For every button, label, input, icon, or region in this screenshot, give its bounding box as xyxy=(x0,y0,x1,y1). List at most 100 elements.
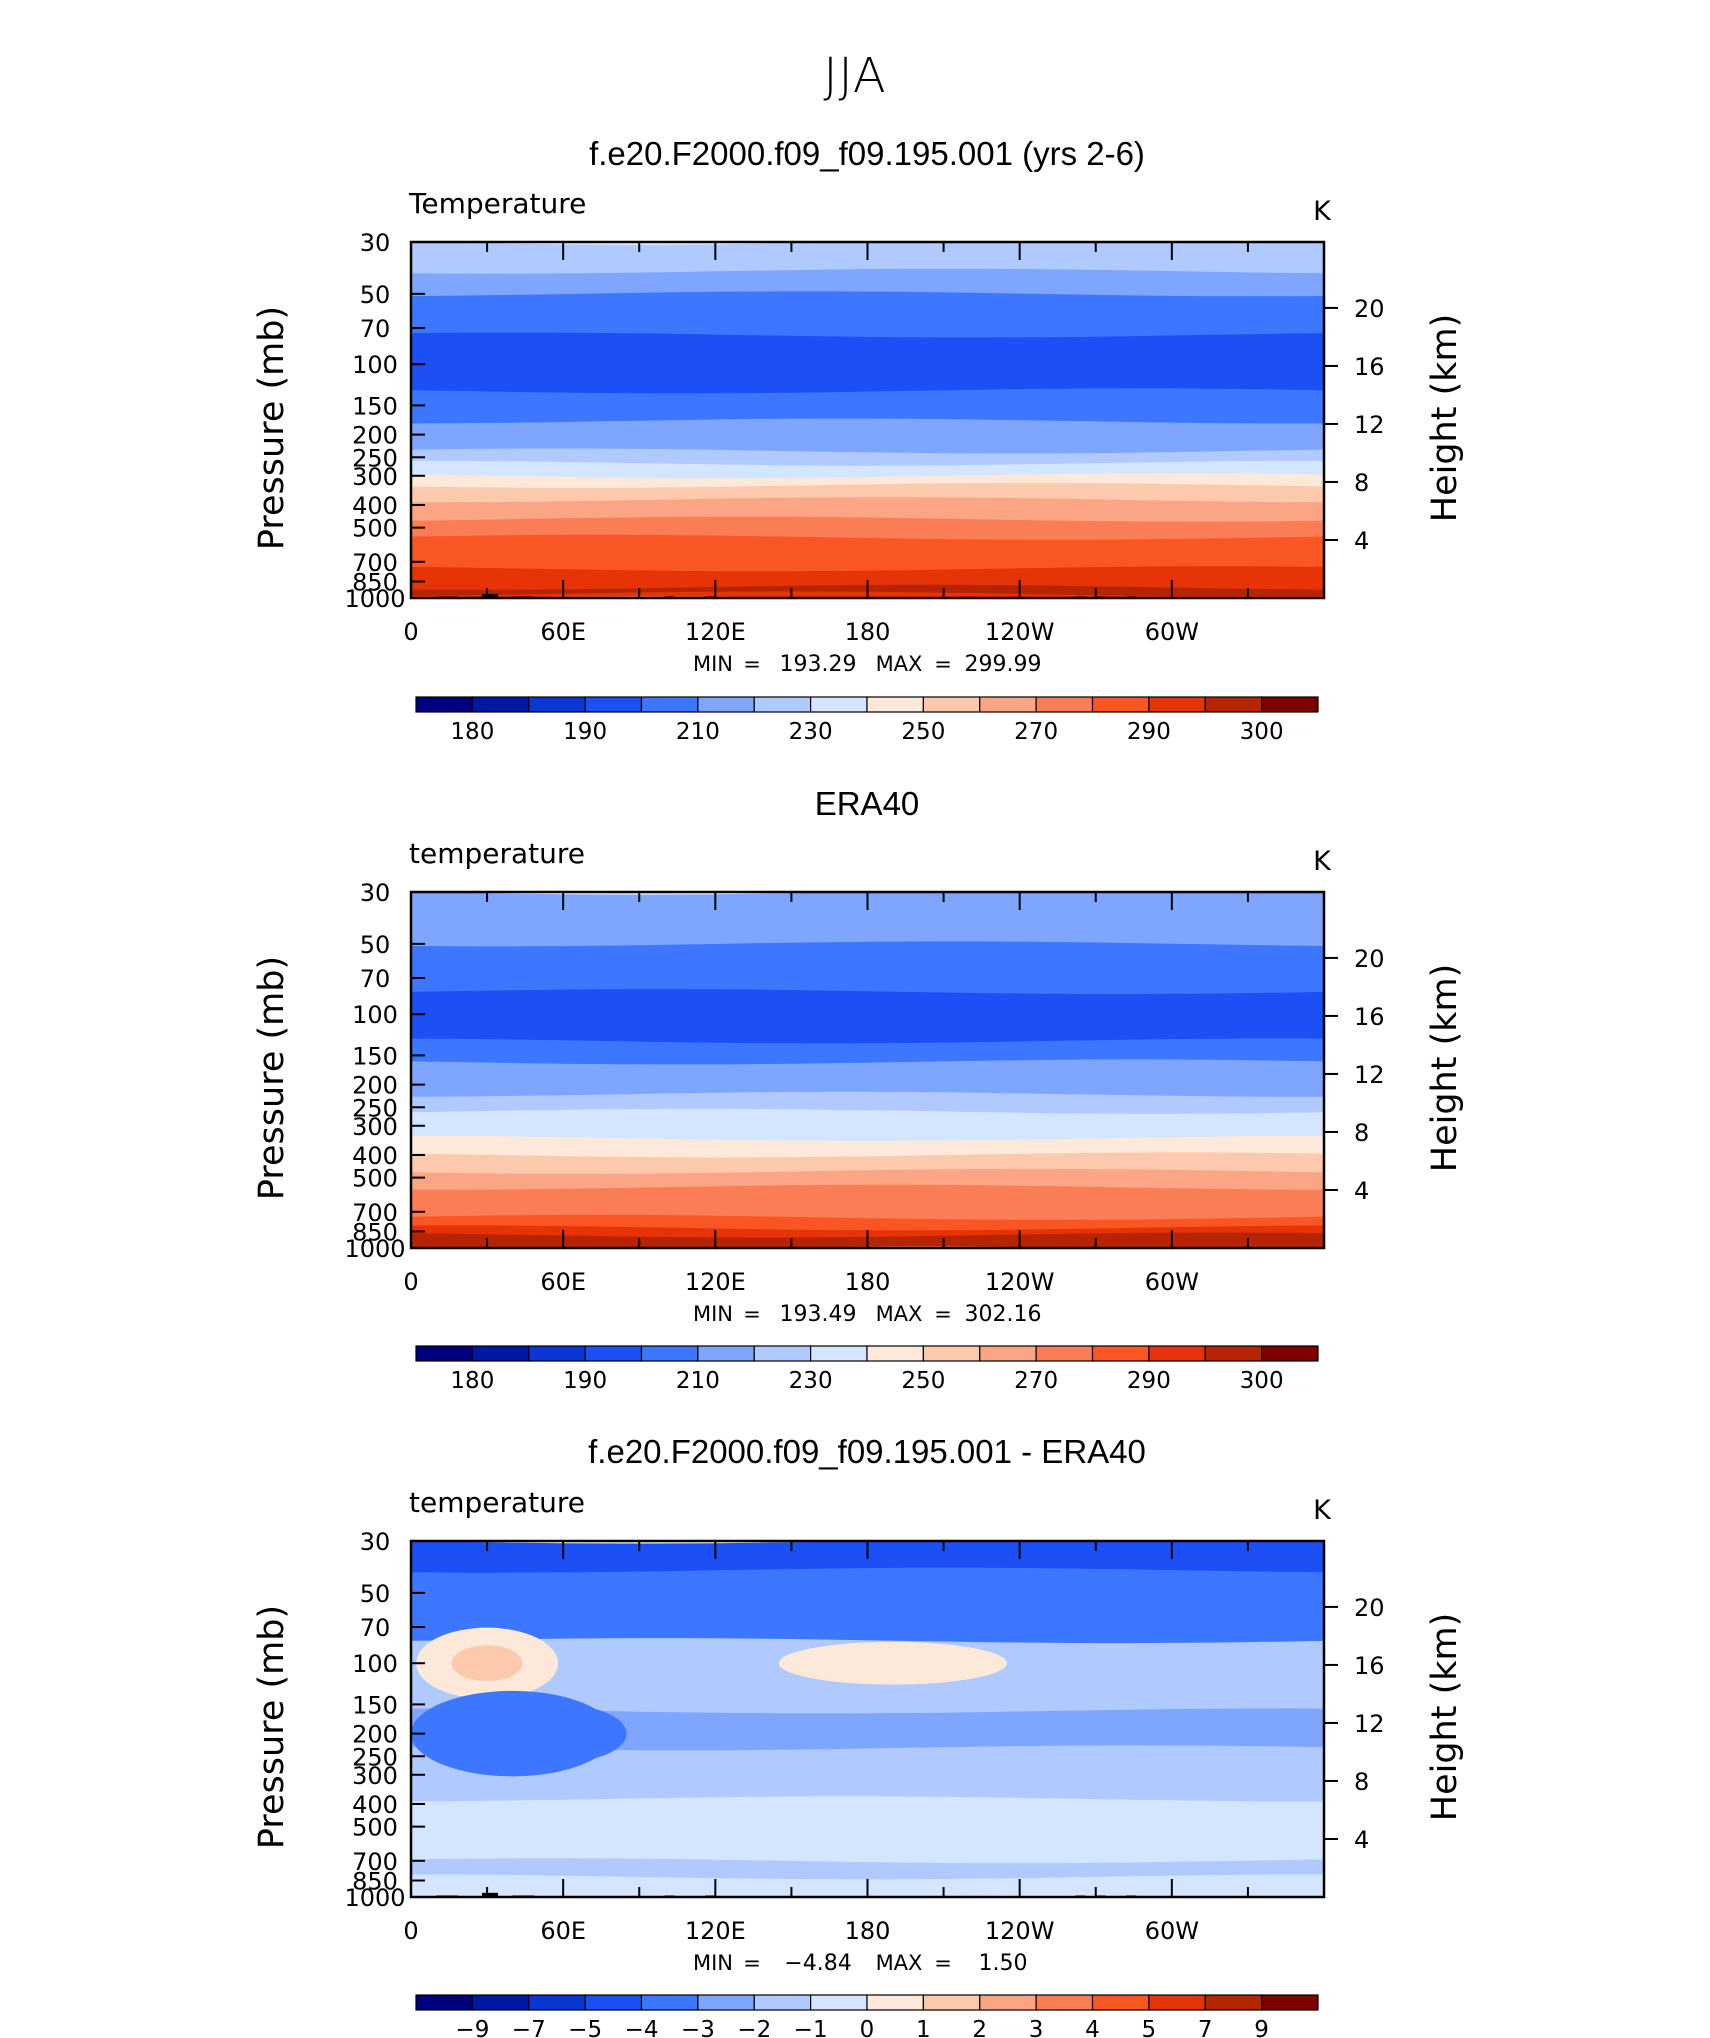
colorbar-box xyxy=(866,696,924,713)
y-tick-label: 70 xyxy=(360,1614,391,1642)
x-tick-label: 60E xyxy=(540,1268,586,1296)
colorbar-box xyxy=(471,1994,530,2011)
colorbar-box xyxy=(584,1345,643,1362)
colorbar-label: 2 xyxy=(972,2017,987,2038)
panel-title: ERA40 xyxy=(815,785,920,822)
y-tick-label: 1000 xyxy=(344,1235,405,1263)
colorbar-box xyxy=(1035,1345,1094,1362)
colorbar-box xyxy=(922,1994,981,2011)
y-tick-label: 100 xyxy=(352,351,398,379)
contour-band xyxy=(411,1184,1324,1208)
x-tick-label: 0 xyxy=(403,1268,418,1296)
colorbar-label: −1 xyxy=(794,2017,828,2038)
colorbar-label: 210 xyxy=(676,1368,720,1394)
colorbar-box xyxy=(415,1345,473,1362)
y-tick-label: 400 xyxy=(352,1791,398,1819)
colorbar-box xyxy=(697,1345,755,1362)
contour-band xyxy=(411,1123,1324,1142)
contour-band xyxy=(411,402,1324,425)
contour-band xyxy=(411,968,1324,996)
contour-band xyxy=(411,483,1324,504)
colorbar-box xyxy=(810,1345,868,1362)
colorbar-label: 1 xyxy=(916,2017,931,2038)
y-tick-label: 850 xyxy=(352,569,398,597)
contour-band xyxy=(411,1201,1324,1221)
figure-title: JJA xyxy=(823,48,887,104)
colorbar-box xyxy=(640,1345,699,1362)
y-right-axis-title: Height (km) xyxy=(1425,314,1465,523)
colorbar-box xyxy=(697,696,755,713)
y-axis-title: Pressure (mb) xyxy=(252,1605,292,1849)
y-tick-label: 850 xyxy=(352,1868,398,1896)
colorbar-box xyxy=(753,1345,812,1362)
contour-band xyxy=(411,1091,1324,1115)
colorbar-label: −4 xyxy=(625,2017,659,2038)
colorbar-label: 250 xyxy=(901,719,945,745)
x-tick-label: 60E xyxy=(540,1917,586,1945)
colorbar-box xyxy=(1091,1994,1150,2011)
y-right-tick-label: 8 xyxy=(1354,469,1369,497)
colorbar-box xyxy=(1091,696,1150,713)
x-tick-label: 60W xyxy=(1145,618,1199,646)
y-tick-label: 400 xyxy=(352,492,398,520)
y-tick-label: 1000 xyxy=(344,585,405,613)
contour-feature xyxy=(499,1705,627,1763)
y-tick-label: 500 xyxy=(352,1165,398,1193)
colorbar-box xyxy=(1148,696,1206,713)
y-right-tick-label: 12 xyxy=(1354,1061,1385,1089)
colorbar-label: 230 xyxy=(789,719,833,745)
colorbar-label: −2 xyxy=(737,2017,771,2038)
contour-band xyxy=(411,1858,1324,1881)
colorbar-label: 300 xyxy=(1240,1368,1284,1394)
colorbar-label: −3 xyxy=(681,2017,715,2038)
y-right-tick-label: 16 xyxy=(1354,1652,1385,1680)
colorbar-box xyxy=(753,1994,812,2011)
y-tick-label: 50 xyxy=(360,281,391,309)
stat-max-value: 299.99 xyxy=(965,652,1042,677)
panel-units: K xyxy=(1313,196,1332,227)
x-tick-label: 120W xyxy=(985,1268,1055,1296)
stat-equals: = xyxy=(934,1951,952,1975)
y-tick-label: 50 xyxy=(360,1580,391,1608)
y-tick-label: 100 xyxy=(352,1001,398,1029)
colorbar-box xyxy=(1261,696,1319,713)
y-axis-title: Pressure (mb) xyxy=(252,306,292,550)
x-tick-label: 120E xyxy=(685,1917,746,1945)
y-tick-label: 1000 xyxy=(344,1884,405,1912)
colorbar-label: 180 xyxy=(450,719,494,745)
y-tick-label: 200 xyxy=(352,1721,398,1749)
panel-1: f.e20.F2000.f09_f09.195.001 (yrs 2-6)Tem… xyxy=(252,135,1465,745)
colorbar-label: 0 xyxy=(860,2017,875,2038)
y-tick-label: 50 xyxy=(360,931,391,959)
contour-band xyxy=(411,1567,1324,1606)
y-right-tick-label: 16 xyxy=(1354,353,1385,381)
x-tick-label: 180 xyxy=(845,1268,891,1296)
colorbar-box xyxy=(697,1994,755,2011)
y-right-axis-title: Height (km) xyxy=(1425,964,1465,1173)
colorbar-box xyxy=(810,696,868,713)
colorbar-label: 290 xyxy=(1127,719,1171,745)
contour-band xyxy=(411,332,1324,368)
y-tick-label: 250 xyxy=(352,1743,398,1771)
colorbar-label: 180 xyxy=(450,1368,494,1394)
colorbar-label: 210 xyxy=(676,719,720,745)
colorbar-label: 7 xyxy=(1198,2017,1213,2038)
plot-area xyxy=(411,1541,1324,1897)
contour-band xyxy=(411,361,1324,395)
colorbar-box xyxy=(640,696,699,713)
contour-band xyxy=(411,1708,1324,1752)
colorbar-box xyxy=(866,1345,924,1362)
plot-area xyxy=(411,242,1324,598)
y-tick-label: 300 xyxy=(352,1762,398,1790)
y-tick-label: 200 xyxy=(352,1072,398,1100)
colorbar-label: 9 xyxy=(1254,2017,1269,2038)
y-tick-label: 400 xyxy=(352,1142,398,1170)
colorbar-label: −5 xyxy=(568,2017,602,2038)
contour-band xyxy=(411,1796,1324,1835)
colorbar-box xyxy=(753,696,812,713)
contour-band xyxy=(411,1038,1324,1066)
colorbar-box xyxy=(1148,1994,1206,2011)
contour-band xyxy=(411,534,1324,558)
